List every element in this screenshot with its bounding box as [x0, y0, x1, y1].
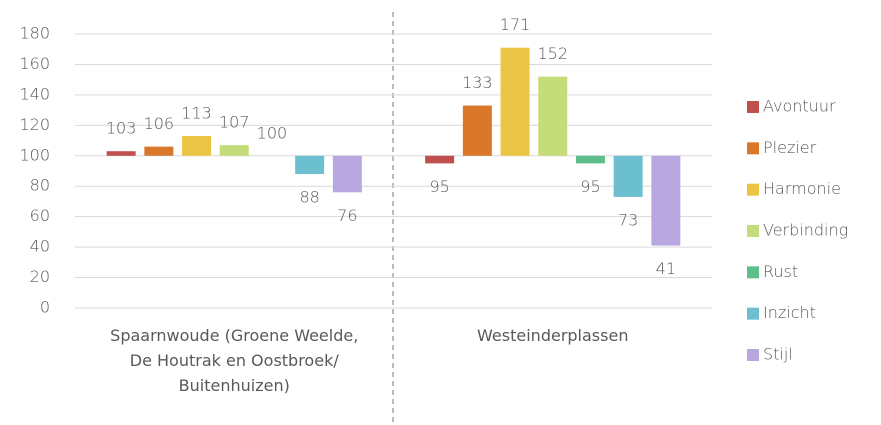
- bar: [219, 145, 249, 156]
- data-label: 95: [429, 177, 449, 196]
- bar: [651, 155, 681, 246]
- data-label: 133: [462, 73, 493, 92]
- data-label: 107: [219, 113, 250, 132]
- data-label: 152: [537, 44, 568, 63]
- y-tick-label: 0: [40, 298, 50, 317]
- legend-swatch: [747, 142, 759, 155]
- x-tick-label: Westeinderplassen: [477, 326, 629, 345]
- x-tick-label: Spaarnwoude (Groene Weelde, De Houtrak e…: [110, 326, 359, 395]
- bar: [613, 155, 643, 197]
- y-tick-label: 140: [19, 84, 50, 103]
- legend-label: Plezier: [763, 138, 817, 157]
- legend-swatch: [747, 266, 759, 279]
- y-tick-label: 60: [30, 206, 50, 225]
- data-label: 73: [618, 210, 638, 229]
- bar: [295, 155, 325, 175]
- data-label: 171: [500, 15, 531, 34]
- legend-label: Harmonie: [763, 179, 841, 198]
- data-label: 106: [144, 114, 175, 133]
- bar: [332, 155, 362, 193]
- bar: [106, 151, 136, 156]
- data-label: 76: [337, 206, 357, 225]
- y-tick-label: 40: [30, 237, 50, 256]
- bar: [500, 47, 530, 156]
- bar: [575, 155, 605, 164]
- data-label: 41: [656, 259, 676, 278]
- legend-swatch: [747, 225, 759, 237]
- legend-swatch: [747, 101, 759, 113]
- data-label: 113: [181, 103, 212, 122]
- y-tick-label: 20: [30, 267, 50, 286]
- y-tick-label: 80: [30, 176, 50, 195]
- bar: [425, 155, 455, 164]
- legend-label: Stijl: [763, 345, 793, 364]
- y-tick-label: 180: [19, 24, 50, 43]
- legend-swatch: [747, 307, 759, 320]
- bar: [144, 146, 174, 156]
- y-tick-label: 100: [19, 145, 50, 164]
- y-tick-label: 160: [19, 54, 50, 73]
- bar: [538, 76, 568, 156]
- legend-label: Rust: [763, 262, 798, 281]
- legend-swatch: [747, 349, 759, 361]
- bar: [182, 135, 212, 156]
- legend-label: Verbinding: [763, 221, 848, 240]
- data-label: 103: [106, 119, 137, 138]
- bar: [462, 105, 492, 156]
- data-label: 100: [257, 123, 288, 142]
- data-label: 88: [299, 188, 319, 207]
- legend-label: Avontuur: [763, 97, 836, 116]
- legend-label: Inzicht: [763, 303, 816, 322]
- data-label: 95: [580, 177, 600, 196]
- y-tick-label: 120: [19, 115, 50, 134]
- legend-swatch: [747, 183, 759, 196]
